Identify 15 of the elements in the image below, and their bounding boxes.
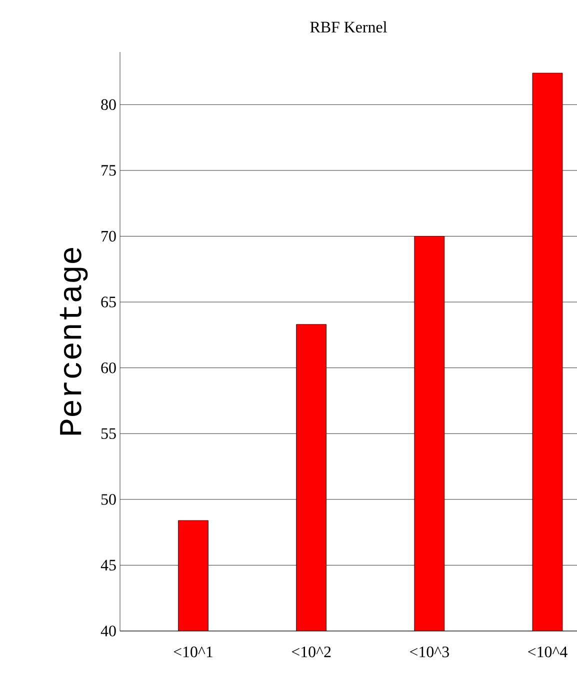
x-tick-label: <10^1 bbox=[174, 646, 212, 658]
y-tick-label: 65 bbox=[101, 296, 116, 308]
y-tick-label: 55 bbox=[101, 428, 116, 439]
y-tick-label: 80 bbox=[101, 99, 116, 110]
x-tick-label: <10^3 bbox=[410, 646, 449, 658]
x-tick-label: <10^4 bbox=[528, 646, 568, 658]
chart-title: RBF Kernel bbox=[310, 21, 387, 32]
x-tick-label: <10^2 bbox=[292, 646, 331, 658]
y-tick-label: 75 bbox=[102, 165, 116, 176]
y-tick-label: 40 bbox=[100, 626, 116, 636]
y-tick-label: 45 bbox=[100, 560, 116, 571]
y-tick-label: 50 bbox=[101, 494, 116, 505]
y-axis-title: Percentage bbox=[60, 248, 88, 435]
y-tick-label: 70 bbox=[102, 230, 116, 242]
y-tick-label: 60 bbox=[101, 362, 116, 374]
